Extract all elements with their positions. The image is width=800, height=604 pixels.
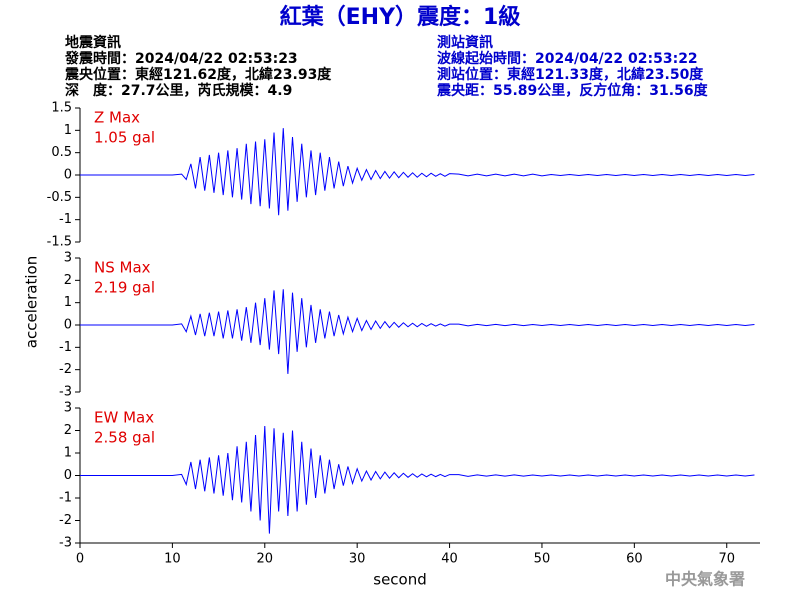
y-tick-label: 2 <box>64 273 72 288</box>
y-tick-label: -3 <box>59 385 72 400</box>
station-line: 測站資訊 <box>437 34 493 51</box>
y-tick-label: 1 <box>64 446 72 461</box>
y-tick-label: 0.5 <box>51 145 72 160</box>
info-line: 地震資訊 <box>65 34 121 51</box>
y-tick-label: -0.5 <box>47 190 72 205</box>
y-tick-label: -1 <box>59 340 72 355</box>
x-tick-label: 50 <box>534 552 551 567</box>
x-tick-label: 40 <box>441 552 458 567</box>
y-tick-label: 0 <box>64 468 72 483</box>
y-tick-label: 1 <box>64 123 72 138</box>
waveform <box>80 289 755 374</box>
y-tick-label: 3 <box>64 251 72 266</box>
waveform <box>80 128 755 216</box>
x-tick-label: 10 <box>164 552 181 567</box>
y-tick-label: -2 <box>59 362 72 377</box>
y-tick-label: 2 <box>64 423 72 438</box>
x-tick-label: 0 <box>76 552 84 567</box>
info-line: 發震時間：2024/04/22 02:53:23 <box>64 50 298 67</box>
max-annotation: Z Max <box>94 109 140 127</box>
station-line: 震央距：55.89公里，反方位角：31.56度 <box>436 82 709 99</box>
info-line: 深 度：27.7公里，芮氏規模：4.9 <box>65 82 292 99</box>
max-annotation: EW Max <box>94 409 154 427</box>
x-tick-label: 30 <box>349 552 366 567</box>
station-line: 波線起始時間：2024/04/22 02:53:22 <box>437 50 698 67</box>
title: 紅葉（EHY）震度：1級 <box>280 4 521 30</box>
footer: 中央氣象署 <box>665 570 745 589</box>
max-annotation: 1.05 gal <box>94 129 155 147</box>
y-tick-label: -1.5 <box>47 235 72 250</box>
x-tick-label: 70 <box>718 552 735 567</box>
y-tick-label: 3 <box>64 401 72 416</box>
max-annotation: 2.58 gal <box>94 429 155 447</box>
x-tick-label: 60 <box>626 552 643 567</box>
station-line: 測站位置：東經121.33度，北緯23.50度 <box>437 66 704 83</box>
y-tick-label: 0 <box>64 318 72 333</box>
waveform <box>80 425 755 534</box>
y-tick-label: -1 <box>59 212 72 227</box>
y-tick-label: -3 <box>59 536 72 551</box>
y-axis-label: acceleration <box>23 256 41 348</box>
x-tick-label: 20 <box>257 552 274 567</box>
x-axis-label: second <box>373 571 427 589</box>
y-tick-label: 0 <box>64 168 72 183</box>
max-annotation: 2.19 gal <box>94 279 155 297</box>
y-tick-label: -2 <box>59 513 72 528</box>
y-tick-label: 1.5 <box>51 101 72 116</box>
y-tick-label: -1 <box>59 491 72 506</box>
info-line: 震央位置：東經121.62度，北緯23.93度 <box>64 66 332 83</box>
max-annotation: NS Max <box>94 259 151 277</box>
y-tick-label: 1 <box>64 295 72 310</box>
